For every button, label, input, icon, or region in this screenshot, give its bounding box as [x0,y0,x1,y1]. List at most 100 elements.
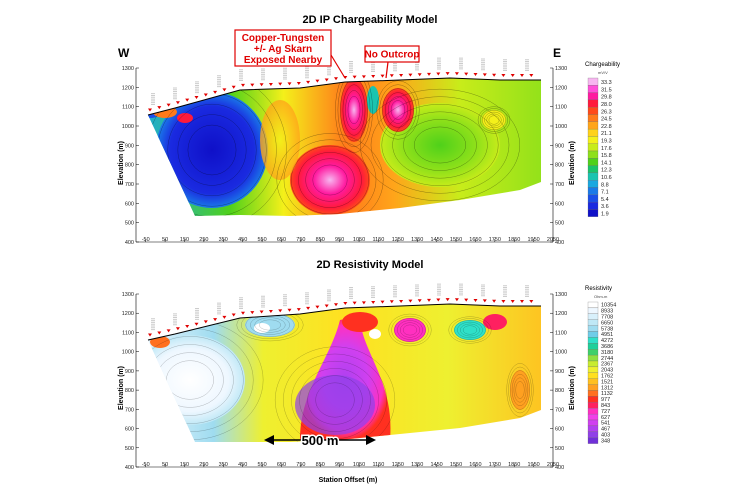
ip-station-marker [250,83,255,87]
res-x-tick-label: 650 [277,462,286,468]
ip-colorbar-swatch [587,150,599,159]
res-colorbar-label: 467 [601,427,610,433]
ip-colorbar-label: 21.1 [601,131,612,137]
res-colorbar-swatch [587,325,599,332]
res-colorbar-label: 977 [601,397,610,403]
ip-contour [276,133,384,216]
res-station-marker [268,309,273,313]
ip-contour [167,104,257,196]
res-y-tick-label: 1200 [122,311,134,317]
ip-x-tick-label: 750 [296,237,305,243]
ip-no-outcrop-anomaly [382,88,414,132]
ip-colorbar-label: 8.8 [601,182,609,188]
ip-station-marker [464,72,469,76]
ip-ylabel-right: Elevation (m) [569,141,576,185]
res-y-tick-label: 700 [125,407,134,413]
ip-station-marker [268,82,273,86]
ip-colorbar-label: 7.1 [601,190,609,196]
ip-y-tick-label: 1000 [122,124,134,130]
res-colorbar-swatch [587,354,599,362]
res-contour [513,377,527,403]
ip-colorbar-swatch [587,187,599,195]
ip-colorbar-swatch [587,92,599,101]
ip-x-tick-label: 2050 [547,237,559,243]
ip-y-tick-label: 1300 [122,66,134,72]
res-contour [315,382,355,418]
ip-station-marker [408,73,413,77]
ip-colorbar-swatch [587,85,599,93]
res-colorbar-swatch [587,360,599,368]
ip-station-marker [194,96,199,100]
res-contour [400,322,420,338]
ip-y-tick-label-right: 400 [555,240,564,246]
res-colorbar-swatch [587,437,599,444]
ip-x-tick-label: 650 [277,237,286,243]
ip-colorbar-label: 15.8 [601,153,612,159]
ip-colorbar-swatch [587,114,599,122]
res-station-marker [427,298,431,302]
res-colorbar-swatch [587,413,599,421]
res-station-marker [529,300,534,303]
res-colorbar-swatch [587,390,599,397]
ip-y-tick-label: 1100 [122,105,134,111]
ip-skarn-anomaly [340,78,368,142]
res-x-tick-label: 1850 [508,462,520,468]
skarn-callout: Copper-Tungsten +/- Ag Skarn Exposed Nea… [234,29,346,79]
ip-station-marker [148,108,152,112]
res-contour [307,375,363,425]
res-colorbar-swatch [587,307,599,314]
res-station-marker [157,331,162,335]
ip-station-marker [315,79,320,83]
res-colorbar-label: 10354 [601,303,616,309]
ip-x-tick-label: 1650 [469,237,481,243]
res-colorbar-swatch [587,372,599,379]
ip-station-marker [213,90,218,94]
res-station-marker [185,324,190,328]
skarn-callout-line2: +/- Ag Skarn [254,44,312,55]
res-colorbar-unit: Ohm-m [594,294,608,299]
res-station-marker [231,313,236,317]
res-xlabel: Station Offset (m) [319,477,378,484]
scale-bar: 500 m [264,432,376,450]
res-y-tick-label: 400 [125,465,134,471]
ip-colorbar-label: 12.3 [601,168,612,174]
ip-colorbar-label: 10.6 [601,175,612,181]
res-x-tick-label: 850 [316,462,325,468]
res-colorbar-swatch [587,319,599,326]
ip-colorbar-label: 26.3 [601,109,612,115]
ip-station-marker [241,83,245,87]
res-y-tick-label: 500 [125,446,134,452]
res-contour [511,374,529,406]
res-station-marker [213,318,218,322]
res-x-tick-label: 1650 [469,462,481,468]
ip-y-tick-label: 800 [125,163,134,169]
ip-contour [305,158,355,202]
res-station-marker [464,298,469,302]
east-label: E [553,46,561,60]
res-colorbar-label: 2043 [601,368,613,374]
ip-station-marker [501,74,506,77]
res-contour [254,317,286,333]
ip-colorbar-swatch [587,201,599,210]
ip-contour [480,108,508,132]
ip-station-marker [222,88,227,92]
res-x-tick-label: 50 [162,462,168,468]
res-x-tick-label: 150 [180,462,189,468]
res-y-tick-label-right: 700 [555,407,564,413]
ip-colorbar-swatch [587,107,599,115]
res-station-marker [287,308,292,312]
outcrop-callout-label: No Outcrop [365,50,420,61]
res-y-tick-label-right: 1300 [555,292,567,298]
ip-contour [298,152,362,208]
res-x-tick-label: 1950 [527,462,539,468]
ip-colorbar-swatch [587,209,599,217]
ip-colorbar-title: Chargeability [585,62,620,68]
ip-x-tick-label: 450 [238,237,247,243]
res-x-tick-label: 350 [219,462,228,468]
res-x-tick-label: -50 [142,462,150,468]
ip-contour [283,139,377,216]
res-colorbar-label: 403 [601,433,610,439]
ip-station-marker [380,74,385,78]
res-y-tick-label-right: 600 [555,427,564,433]
res-colorbar-label: 5738 [601,326,613,332]
